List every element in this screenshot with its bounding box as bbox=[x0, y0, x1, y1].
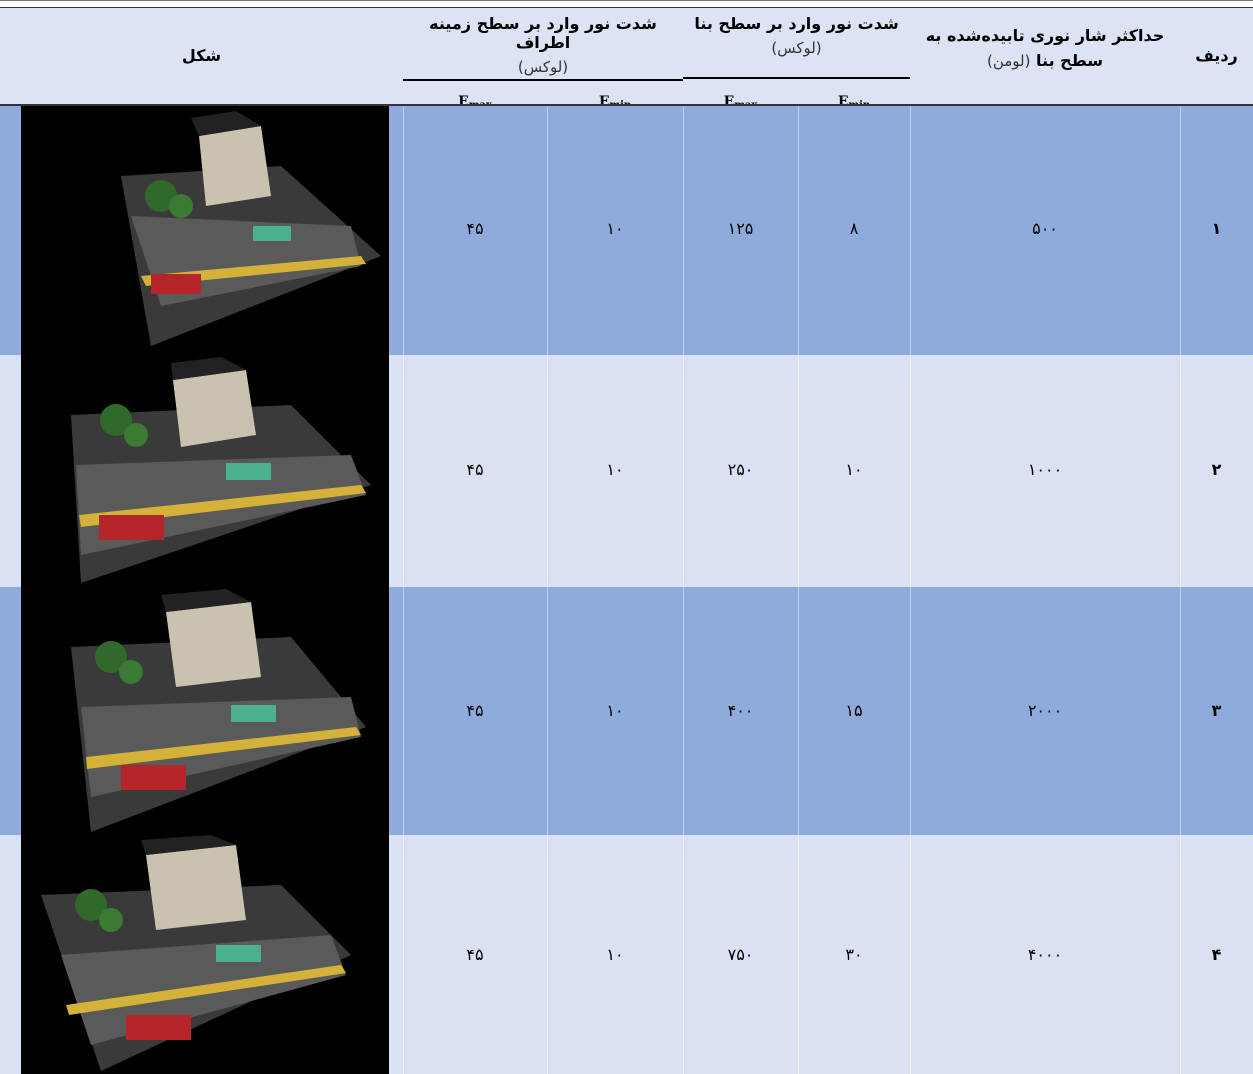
header-ground: شدت نور وارد بر سطح زمینه اطراف (لوکس) bbox=[403, 14, 683, 76]
header-flux-line1: حداکثر شار نوری تابیده‌شده به bbox=[925, 26, 1165, 45]
ground-emax-value: ۴۵ bbox=[466, 945, 484, 964]
header-building-rule bbox=[683, 77, 910, 79]
building-emax-value: ۷۵۰ bbox=[727, 945, 754, 964]
scene-image bbox=[21, 355, 389, 587]
header-ground-rule bbox=[403, 79, 683, 81]
header-building-unit: (لوکس) bbox=[771, 39, 822, 57]
emax-letter: E bbox=[723, 94, 735, 110]
ground-emin-value: ۱۰ bbox=[606, 945, 624, 964]
ground-emax-value: ۴۵ bbox=[466, 701, 484, 720]
row-index: ۳ bbox=[1211, 701, 1222, 720]
scene-image bbox=[21, 587, 389, 835]
table-row: ۴۵ ۱۰ ۴۰۰ ۱۵ ۲۰۰۰ ۳ bbox=[0, 587, 1253, 835]
table-row: ۴۵ ۱۰ ۱۲۵ ۸ ۵۰۰ ۱ bbox=[0, 106, 1253, 355]
flux-value: ۲۰۰۰ bbox=[1027, 701, 1063, 720]
emax-letter: E bbox=[458, 94, 469, 110]
column-divider bbox=[547, 106, 548, 1074]
ground-emin-value: ۱۰ bbox=[606, 460, 624, 479]
table-row: ۴۵ ۱۰ ۲۵۰ ۱۰ ۱۰۰۰ ۲ bbox=[0, 355, 1253, 587]
table-top-border bbox=[0, 7, 1253, 8]
building-emax-value: ۴۰۰ bbox=[727, 701, 754, 720]
column-divider bbox=[683, 106, 684, 1074]
table-row: ۴۵ ۱۰ ۷۵۰ ۳۰ ۴۰۰۰ ۴ bbox=[0, 835, 1253, 1074]
ground-emin-value: ۱۰ bbox=[606, 701, 624, 720]
row-index: ۱ bbox=[1211, 219, 1222, 238]
header-bottom-border bbox=[0, 104, 1253, 106]
building-emin-value: ۳۰ bbox=[845, 945, 863, 964]
header-flux-unit: (لومن) bbox=[986, 52, 1031, 70]
column-divider bbox=[910, 106, 911, 1074]
row-index: ۴ bbox=[1211, 945, 1222, 964]
scene-image bbox=[21, 835, 389, 1074]
building-emin-value: ۸ bbox=[849, 219, 859, 238]
header-shape: شکل bbox=[181, 46, 222, 65]
header-building-title: شدت نور وارد بر سطح بنا bbox=[694, 14, 899, 33]
table-header: ردیف حداکثر شار نوری تابیده‌شده به سطح ب… bbox=[0, 8, 1253, 111]
header-row-index: ردیف bbox=[1195, 46, 1238, 65]
flux-value: ۴۰۰۰ bbox=[1027, 945, 1063, 964]
header-ground-title: شدت نور وارد بر سطح زمینه اطراف bbox=[429, 14, 657, 52]
column-divider bbox=[798, 106, 799, 1074]
building-emax-value: ۱۲۵ bbox=[727, 219, 754, 238]
column-divider bbox=[403, 106, 404, 1074]
building-emin-value: ۱۵ bbox=[845, 701, 863, 720]
top-border bbox=[0, 0, 1253, 1]
header-flux: حداکثر شار نوری تابیده‌شده به سطح بنا (ل… bbox=[910, 26, 1180, 70]
header-flux-line2: سطح بنا bbox=[1036, 51, 1104, 70]
header-ground-unit: (لوکس) bbox=[517, 58, 569, 76]
scene-image bbox=[21, 106, 389, 355]
header-flux-line2-wrap: سطح بنا (لومن) bbox=[910, 51, 1180, 70]
flux-value: ۱۰۰۰ bbox=[1027, 460, 1063, 479]
row-index: ۲ bbox=[1211, 460, 1222, 479]
emin-letter: E bbox=[837, 94, 849, 110]
header-building: شدت نور وارد بر سطح بنا (لوکس) bbox=[683, 14, 910, 57]
flux-value: ۵۰۰ bbox=[1032, 219, 1058, 238]
emin-letter: E bbox=[598, 94, 610, 110]
building-emax-value: ۲۵۰ bbox=[727, 460, 754, 479]
ground-emax-value: ۴۵ bbox=[466, 219, 484, 238]
column-divider bbox=[1180, 106, 1181, 1074]
ground-emax-value: ۴۵ bbox=[466, 460, 484, 479]
ground-emin-value: ۱۰ bbox=[606, 219, 624, 238]
building-emin-value: ۱۰ bbox=[845, 460, 863, 479]
